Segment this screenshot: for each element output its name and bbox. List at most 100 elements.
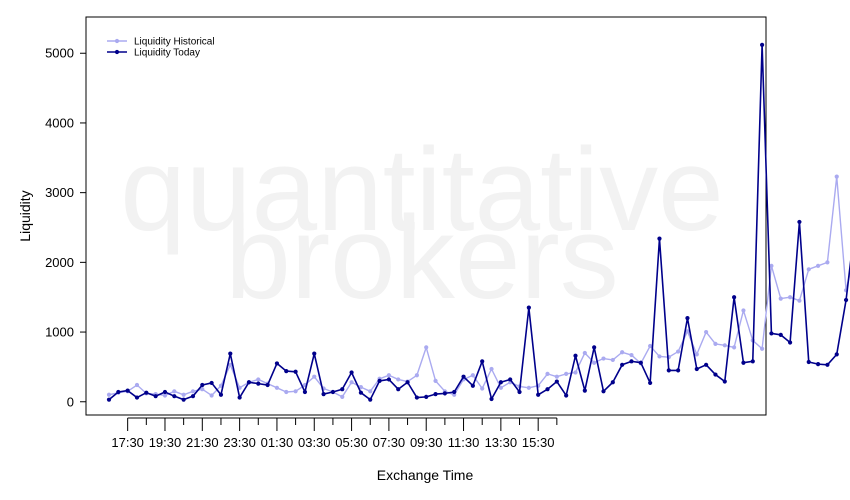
y-tick-label: 4000 (45, 115, 74, 130)
data-point (601, 389, 606, 394)
y-axis-title: Liquidity (17, 190, 33, 241)
x-tick-label: 23:30 (223, 435, 256, 450)
data-point (787, 295, 793, 300)
legend-item: Liquidity Today (107, 48, 200, 59)
data-point (815, 362, 821, 367)
data-point (741, 308, 746, 313)
data-point (293, 369, 298, 374)
data-point (806, 267, 811, 272)
data-point (358, 385, 364, 390)
data-point (760, 346, 765, 351)
data-point (172, 389, 177, 394)
data-point (106, 397, 112, 402)
data-point (181, 392, 186, 397)
watermark: quantitative brokers (120, 124, 724, 324)
data-point (834, 174, 839, 179)
data-point (797, 219, 802, 225)
legend-swatch-point (114, 49, 120, 55)
data-point (797, 298, 802, 303)
data-point (190, 389, 196, 394)
data-point (657, 236, 662, 241)
data-point (424, 394, 429, 399)
data-point (433, 378, 438, 383)
data-point (676, 349, 681, 354)
data-point (564, 393, 569, 398)
data-point (582, 350, 587, 356)
data-point (806, 359, 811, 365)
data-point (629, 359, 634, 364)
series-layer (106, 42, 850, 402)
data-point (386, 373, 391, 378)
data-point (134, 395, 140, 400)
data-point (666, 368, 671, 373)
data-point (377, 378, 382, 383)
data-point (685, 316, 690, 321)
data-point (480, 386, 485, 391)
y-tick-label: 2000 (45, 255, 74, 270)
data-point (274, 361, 280, 366)
data-point (489, 396, 494, 402)
data-point (620, 362, 625, 367)
data-point (470, 373, 475, 378)
data-point (573, 370, 578, 375)
data-point (769, 263, 774, 268)
x-tick-label: 21:30 (186, 435, 219, 450)
data-point (153, 394, 158, 399)
x-tick-label: 01:30 (261, 435, 294, 450)
data-point (162, 389, 168, 395)
data-point (601, 356, 606, 361)
x-tick-label: 03:30 (298, 435, 331, 450)
data-point (638, 360, 643, 365)
legend-item: Liquidity Historical (107, 37, 215, 48)
data-point (452, 389, 457, 395)
data-point (629, 352, 634, 358)
data-point (349, 370, 354, 375)
data-point (274, 385, 280, 390)
legend-label: Liquidity Historical (134, 37, 215, 48)
y-tick-label: 3000 (45, 185, 74, 200)
x-tick-label: 19:30 (149, 435, 182, 450)
data-point (414, 395, 419, 400)
data-point (676, 368, 681, 373)
data-point (536, 392, 541, 397)
data-point (386, 377, 391, 382)
data-point (181, 397, 186, 402)
data-point (218, 392, 224, 397)
data-point (489, 366, 494, 372)
data-point (349, 380, 354, 385)
legend-label: Liquidity Today (134, 48, 200, 59)
data-point (769, 331, 774, 336)
data-point (610, 380, 615, 385)
data-point (256, 377, 261, 382)
data-point (256, 381, 261, 386)
data-point (134, 382, 140, 388)
x-axis-title: Exchange Time (377, 467, 474, 483)
data-point (424, 345, 429, 350)
data-point (461, 374, 466, 379)
data-point (302, 389, 308, 395)
data-point (396, 387, 401, 392)
data-point (162, 393, 168, 398)
data-point (312, 374, 317, 379)
data-point (685, 329, 690, 334)
data-point (732, 295, 737, 300)
data-point (825, 362, 830, 367)
data-point (293, 389, 298, 394)
data-point (825, 260, 830, 265)
data-point (815, 263, 821, 268)
data-point (125, 388, 130, 393)
data-point (433, 391, 438, 397)
data-point (778, 296, 783, 301)
data-point (620, 350, 625, 355)
data-point (368, 389, 373, 394)
x-tick-label: 17:30 (111, 435, 144, 450)
data-point (592, 360, 597, 365)
data-point (713, 372, 718, 377)
data-point (470, 383, 475, 388)
data-point (190, 394, 196, 399)
data-point (312, 351, 317, 356)
x-tick-label: 11:30 (448, 435, 480, 450)
x-axis: 17:30 19:30 21:30 23:30 01:30 03:30 05:30 07:30… (111, 417, 558, 450)
data-point (545, 387, 550, 392)
